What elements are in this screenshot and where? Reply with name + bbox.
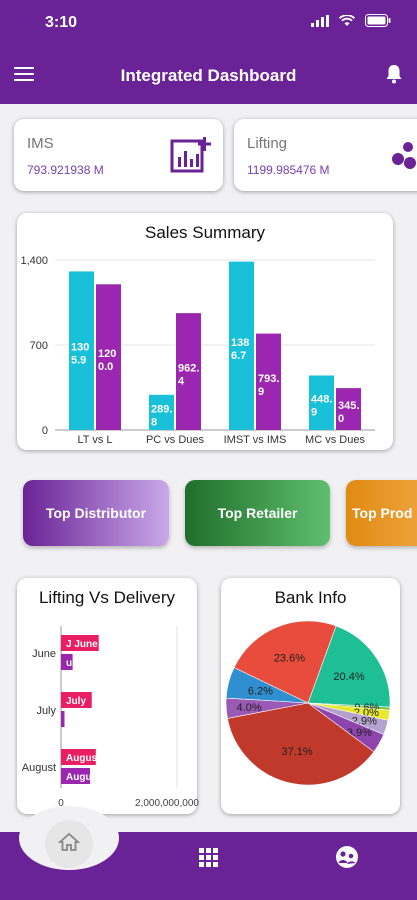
app-header: 3:10 Integrated Dashboard [0,0,417,104]
bar-value-label: 120 0.0 [98,348,116,373]
bar [336,388,361,430]
chart-add-icon [170,135,214,178]
bar [69,271,94,430]
profile-icon[interactable] [335,845,359,874]
top-retailer-button[interactable]: Top Retailer [185,480,330,546]
bar [61,749,96,765]
bar-value-label: 345. 0 [338,400,359,425]
bar-value-label: u [66,658,72,669]
bar [229,261,254,430]
signal-icon [311,14,329,32]
bar-value-label: 793. 9 [258,373,279,398]
x-tick-label: IMST vs IMS [224,434,287,446]
bar-value-label: July [66,696,86,707]
y-tick-label: 1,400 [20,255,48,267]
bank-info-pie-chart: 20.4%0.6%2.0%2.9%3.9%37.1%4.0%6.2%23.6% [225,620,391,786]
sales-summary-card: Sales Summary 0 700 1,400 130 5.9 120 0.0 LT vs… [17,213,393,450]
x-tick-label: PC vs Dues [146,434,205,446]
pie-slice [307,625,391,708]
kpi-label: IMS [27,135,54,152]
bar-value-label: 130 5.9 [71,342,89,367]
home-icon [57,832,81,857]
bar [309,375,334,430]
bar [96,284,121,430]
pie-slice-label: 6.2% [248,686,273,698]
pie-slice-label: 20.4% [333,671,364,683]
bar-value-label: 289. 8 [151,403,172,428]
sales-summary-chart: 0 700 1,400 130 5.9 120 0.0 LT vs L 289. 8 962. 4 PC… [20,255,375,446]
lifting-delivery-card: Lifting Vs Delivery 0 2,000,000,000 June J … [17,578,199,814]
top-product-button[interactable]: Top Prod [346,480,417,546]
grid-icon[interactable] [199,848,219,873]
kpi-card-ims[interactable]: IMS 793.921938 M [14,119,223,191]
wifi-icon [338,14,356,32]
x-tick-label: 0 [58,798,64,809]
dots-icon [390,141,417,176]
bank-info-title: Bank Info [274,588,347,607]
bar [61,635,99,651]
bar-value-label: 138 6.7 [231,337,249,362]
status-icons [311,14,391,32]
home-button[interactable] [45,820,93,868]
bar [256,333,281,430]
kpi-value: 1199.985476 M [247,163,330,177]
top-distributor-button[interactable]: Top Distributor [23,480,169,546]
y-tick-label: June [32,648,56,660]
bar [61,768,90,784]
bar [61,711,65,727]
bar [176,313,201,430]
bar [61,654,73,670]
bar-value-label: August [66,753,101,764]
pie-slice [233,620,337,704]
pie-slice-label: 23.6% [274,652,305,664]
bar-value-label: u [66,715,72,726]
kpi-card-lifting[interactable]: Lifting 1199.985476 M [234,119,417,191]
pie-slice-label: 37.1% [281,746,312,758]
bell-icon[interactable] [385,64,403,89]
page-title: Integrated Dashboard [120,66,297,85]
y-tick-label: 0 [42,425,48,437]
bar-value-label: 448. 9 [311,394,332,419]
bar-value-label: August [66,772,101,783]
lifting-delivery-title: Lifting Vs Delivery [38,588,176,607]
bar-value-label: 962. 4 [178,363,199,388]
kpi-label: Lifting [247,135,288,152]
kpi-value: 793.921938 M [27,163,104,177]
x-tick-label: MC vs Dues [305,434,365,446]
sales-summary-title: Sales Summary [145,223,265,242]
pie-slice [227,702,375,786]
battery-icon [365,14,391,32]
bank-info-card: Bank Info 20.4%0.6%2.0%2.9%3.9%37.1%4.0%… [221,578,400,814]
y-tick-label: August [22,762,56,774]
menu-icon[interactable] [14,67,34,83]
x-tick-label: LT vs L [77,434,112,446]
bar-value-label: J June [66,639,98,650]
pie-slice-label: 4.0% [237,702,262,714]
bar [149,394,174,430]
bar [61,692,92,708]
x-tick-label: 2,000,000,000 [135,798,199,809]
y-tick-label: 700 [30,340,48,352]
status-time: 3:10 [45,14,78,31]
y-tick-label: July [36,705,56,717]
